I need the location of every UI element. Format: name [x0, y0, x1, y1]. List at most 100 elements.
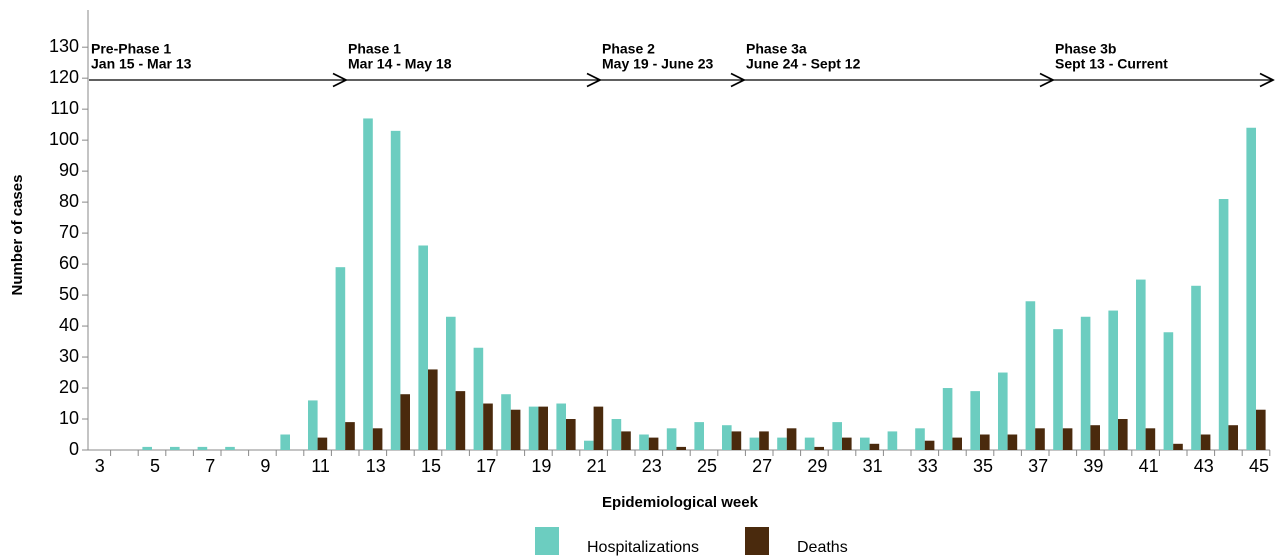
- bar: [1163, 332, 1174, 450]
- x-axis-label: Epidemiological week: [602, 494, 759, 511]
- x-tick-label: 33: [918, 456, 938, 476]
- bar: [832, 422, 842, 450]
- bar: [759, 431, 769, 450]
- x-tick-label: 25: [697, 456, 717, 476]
- x-tick-label: 5: [150, 456, 160, 476]
- bar: [473, 347, 484, 450]
- phase-name: Phase 3b: [1055, 41, 1116, 57]
- legend-label: Deaths: [797, 539, 848, 556]
- x-tick-label: 43: [1194, 456, 1214, 476]
- bar: [777, 437, 787, 450]
- bar: [998, 372, 1008, 450]
- bar: [400, 394, 410, 450]
- phase-dates: June 24 - Sept 12: [746, 56, 861, 72]
- bar: [611, 419, 622, 450]
- bar: [390, 130, 401, 450]
- bar: [538, 406, 548, 450]
- y-tick-label: 0: [69, 439, 79, 459]
- phase-name: Phase 2: [602, 41, 655, 57]
- x-tick-label: 19: [531, 456, 551, 476]
- bar: [1090, 425, 1100, 450]
- bar: [749, 437, 760, 450]
- bar: [1053, 329, 1063, 450]
- x-tick-label: 17: [476, 456, 496, 476]
- y-tick-label: 120: [49, 67, 79, 87]
- bar: [1191, 285, 1201, 450]
- bar: [280, 434, 290, 450]
- bar: [804, 437, 815, 450]
- x-tick-label: 3: [95, 456, 105, 476]
- x-tick-label: 29: [807, 456, 827, 476]
- x-tick-label: 41: [1139, 456, 1159, 476]
- bar: [1228, 425, 1238, 450]
- bar: [1118, 419, 1128, 450]
- bar: [593, 406, 604, 450]
- bar: [676, 446, 686, 450]
- y-tick-label: 130: [49, 36, 79, 56]
- bar: [1200, 434, 1211, 450]
- bar: [924, 440, 935, 450]
- bar: [1108, 310, 1118, 450]
- y-tick-label: 80: [59, 191, 79, 211]
- x-tick-label: 35: [973, 456, 993, 476]
- bar: [345, 422, 355, 450]
- bar: [722, 425, 732, 450]
- y-tick-label: 10: [59, 408, 79, 428]
- bar: [666, 428, 677, 450]
- bar: [501, 394, 511, 450]
- bar: [428, 369, 438, 450]
- phase-dates: Jan 15 - Mar 13: [91, 56, 192, 72]
- x-tick-label: 9: [260, 456, 270, 476]
- bar: [142, 446, 152, 450]
- bar: [952, 437, 962, 450]
- y-tick-label: 30: [59, 346, 79, 366]
- y-tick-label: 50: [59, 284, 79, 304]
- bar: [528, 406, 539, 450]
- phase-name: Phase 1: [348, 41, 401, 57]
- bar: [363, 118, 373, 450]
- x-tick-label: 31: [863, 456, 883, 476]
- bar: [1007, 434, 1018, 450]
- bar: [1136, 279, 1146, 450]
- phase-dates: Mar 14 - May 18: [348, 56, 452, 72]
- bar: [621, 431, 631, 450]
- bar: [170, 446, 180, 450]
- bar: [694, 422, 704, 450]
- bar: [942, 388, 953, 450]
- bar: [372, 428, 383, 450]
- bar: [308, 400, 318, 450]
- bar: [566, 419, 576, 450]
- legend-swatch: [745, 527, 769, 555]
- bar: [483, 403, 493, 450]
- bar: [731, 431, 742, 450]
- bar: [915, 428, 925, 450]
- x-tick-label: 7: [205, 456, 215, 476]
- bar: [1025, 301, 1036, 450]
- x-tick-label: 27: [752, 456, 772, 476]
- bar: [1145, 428, 1156, 450]
- y-tick-label: 110: [50, 98, 79, 118]
- bar: [639, 434, 649, 450]
- x-tick-label: 21: [587, 456, 607, 476]
- bar: [842, 437, 852, 450]
- bar: [317, 437, 328, 450]
- x-tick-label: 39: [1083, 456, 1103, 476]
- y-tick-label: 90: [59, 160, 79, 180]
- bar: [556, 403, 566, 450]
- bar: [970, 391, 980, 450]
- bar: [860, 437, 870, 450]
- y-axis-label: Number of cases: [9, 175, 26, 296]
- phase-name: Pre-Phase 1: [91, 41, 171, 57]
- bar: [418, 245, 428, 450]
- legend-swatch: [535, 527, 559, 555]
- x-tick-label: 45: [1249, 456, 1269, 476]
- y-tick-label: 20: [59, 377, 79, 397]
- bar: [814, 446, 824, 450]
- phase-dates: Sept 13 - Current: [1055, 56, 1168, 72]
- bar: [1080, 316, 1091, 450]
- bar: [225, 446, 235, 450]
- x-tick-label: 13: [366, 456, 386, 476]
- y-tick-label: 70: [59, 222, 79, 242]
- bar: [980, 434, 990, 450]
